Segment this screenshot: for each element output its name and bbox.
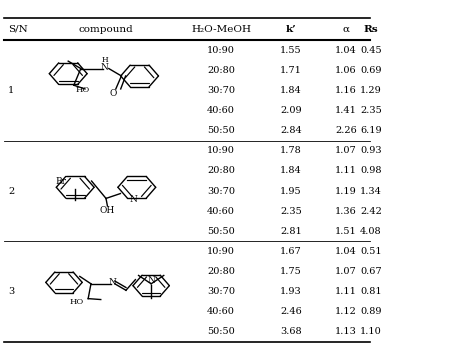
Text: 2.84: 2.84	[280, 126, 302, 135]
Text: 40:60: 40:60	[207, 307, 235, 316]
Text: 1.04: 1.04	[335, 46, 357, 55]
Text: 1.71: 1.71	[280, 66, 302, 75]
Text: 2.35: 2.35	[360, 106, 382, 115]
Text: k’: k’	[286, 25, 296, 34]
Text: N: N	[129, 194, 137, 203]
Text: Br: Br	[56, 177, 67, 186]
Text: 3.68: 3.68	[280, 327, 302, 336]
Text: 0.93: 0.93	[360, 146, 382, 155]
Text: 0.98: 0.98	[360, 166, 382, 175]
Text: 1.07: 1.07	[335, 267, 357, 276]
Text: 1.34: 1.34	[360, 186, 382, 195]
Text: compound: compound	[79, 25, 133, 34]
Text: 2.42: 2.42	[360, 207, 382, 216]
Text: 1.84: 1.84	[280, 166, 302, 175]
Text: N: N	[100, 63, 109, 72]
Text: 1.75: 1.75	[280, 267, 302, 276]
Text: 2.81: 2.81	[280, 227, 302, 236]
Text: 1.84: 1.84	[280, 86, 302, 95]
Text: 20:80: 20:80	[207, 267, 235, 276]
Text: 10:90: 10:90	[207, 146, 235, 155]
Text: 1.95: 1.95	[280, 186, 302, 195]
Text: 1.41: 1.41	[335, 106, 357, 115]
Text: 1.67: 1.67	[280, 247, 302, 256]
Text: 1.36: 1.36	[335, 207, 357, 216]
Text: 2.35: 2.35	[280, 207, 302, 216]
Text: H₂O-MeOH: H₂O-MeOH	[191, 25, 251, 34]
Text: 1.51: 1.51	[335, 227, 357, 236]
Text: 40:60: 40:60	[207, 106, 235, 115]
Text: O: O	[109, 89, 117, 98]
Text: Rs: Rs	[364, 25, 378, 34]
Text: 4.08: 4.08	[360, 227, 382, 236]
Text: 1.13: 1.13	[335, 327, 357, 336]
Text: 1.06: 1.06	[335, 66, 357, 75]
Text: 50:50: 50:50	[207, 327, 235, 336]
Text: 3: 3	[8, 287, 14, 296]
Text: 20:80: 20:80	[207, 66, 235, 75]
Text: 10:90: 10:90	[207, 46, 235, 55]
Text: 30:70: 30:70	[207, 86, 235, 95]
Text: 1.04: 1.04	[335, 247, 357, 256]
Text: 1.07: 1.07	[335, 146, 357, 155]
Text: 0.89: 0.89	[360, 307, 382, 316]
Text: 1.93: 1.93	[280, 287, 302, 296]
Text: N: N	[108, 279, 116, 288]
Text: 30:70: 30:70	[207, 186, 235, 195]
Text: 1.10: 1.10	[360, 327, 382, 336]
Text: H: H	[101, 56, 108, 64]
Text: 30:70: 30:70	[207, 287, 235, 296]
Text: 50:50: 50:50	[207, 227, 235, 236]
Text: N: N	[147, 275, 155, 284]
Text: 2.09: 2.09	[280, 106, 302, 115]
Text: 2: 2	[8, 186, 14, 195]
Text: 1.29: 1.29	[360, 86, 382, 95]
Text: HO: HO	[75, 86, 90, 94]
Text: S/N: S/N	[8, 25, 28, 34]
Text: 0.45: 0.45	[360, 46, 382, 55]
Text: 6.19: 6.19	[360, 126, 382, 135]
Text: 20:80: 20:80	[207, 166, 235, 175]
Text: 40:60: 40:60	[207, 207, 235, 216]
Text: OH: OH	[100, 206, 115, 215]
Text: 0.69: 0.69	[360, 66, 382, 75]
Text: 1.19: 1.19	[335, 186, 357, 195]
Text: 1: 1	[8, 86, 14, 95]
Text: 2.46: 2.46	[280, 307, 302, 316]
Text: 10:90: 10:90	[207, 247, 235, 256]
Text: 1.12: 1.12	[335, 307, 357, 316]
Text: 1.11: 1.11	[335, 166, 357, 175]
Text: 0.51: 0.51	[360, 247, 382, 256]
Text: 0.81: 0.81	[360, 287, 382, 296]
Text: α: α	[343, 25, 349, 34]
Text: 1.55: 1.55	[280, 46, 302, 55]
Text: 50:50: 50:50	[207, 126, 235, 135]
Text: 1.78: 1.78	[280, 146, 302, 155]
Text: 2.26: 2.26	[335, 126, 357, 135]
Text: 1.11: 1.11	[335, 287, 357, 296]
Text: 1.16: 1.16	[335, 86, 357, 95]
Text: 0.67: 0.67	[360, 267, 382, 276]
Text: HO: HO	[70, 298, 84, 306]
